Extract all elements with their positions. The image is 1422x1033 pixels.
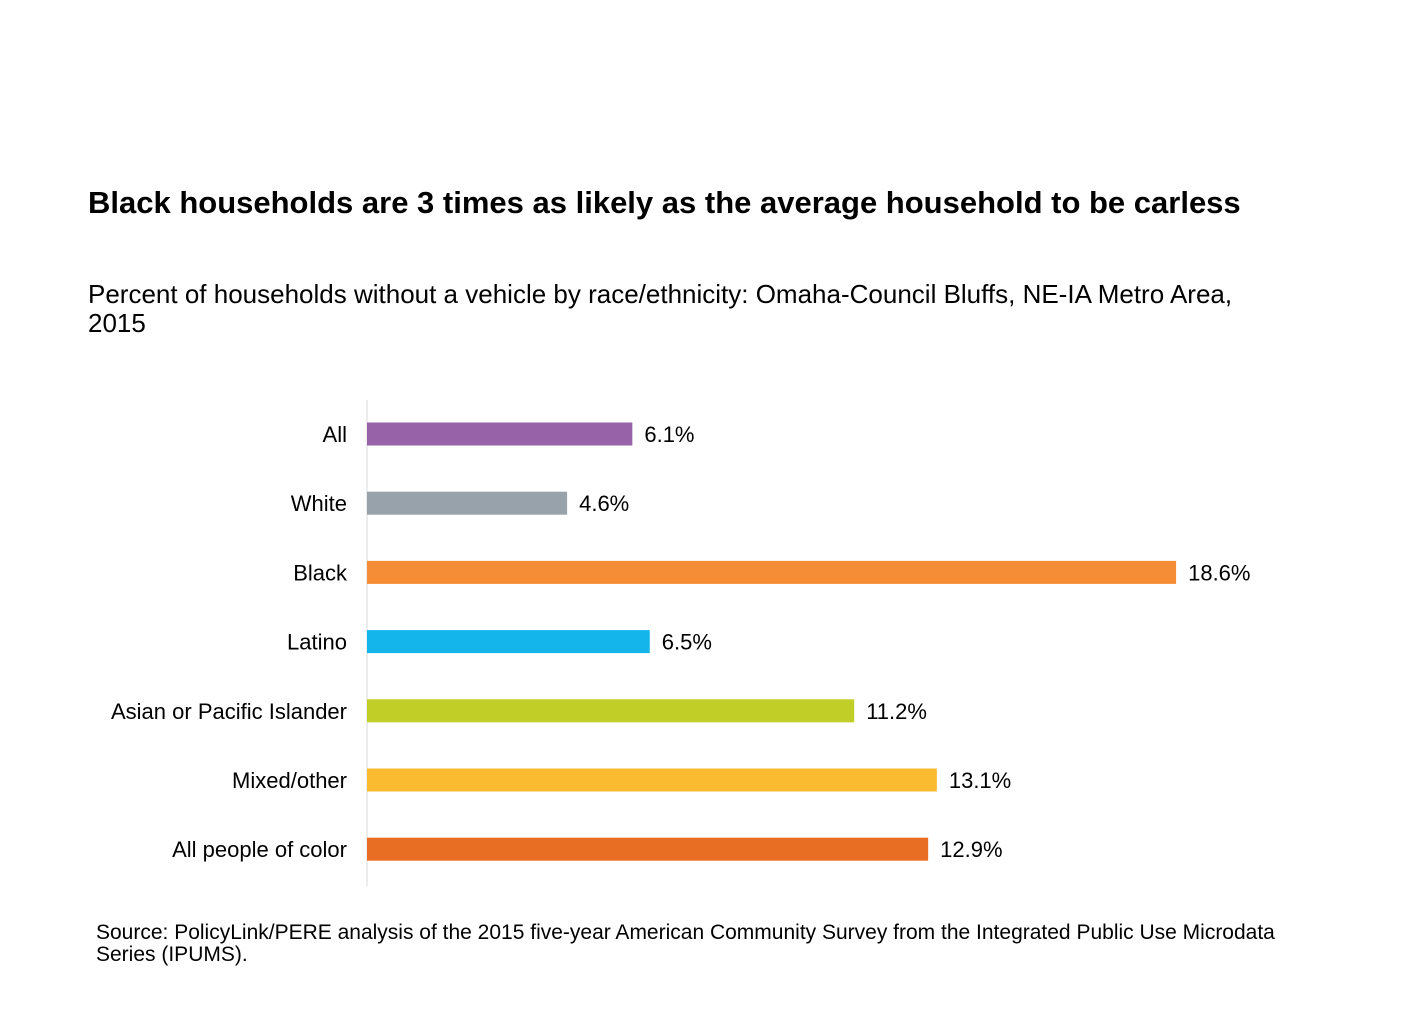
category-label: All [323, 422, 347, 447]
bar [367, 422, 633, 446]
category-label: Black [293, 560, 348, 585]
category-label: Mixed/other [232, 768, 347, 793]
category-label: Asian or Pacific Islander [111, 699, 347, 724]
bar-chart: All 6.1% White 4.6% Black 18.6% Latino 6.5% Asia… [111, 400, 1250, 886]
value-label: 18.6% [1188, 560, 1250, 585]
bar [367, 630, 650, 654]
bar [367, 560, 1177, 584]
value-label: 12.9% [940, 837, 1002, 862]
category-label: Latino [287, 630, 347, 655]
bar [367, 768, 937, 792]
bar [367, 837, 929, 861]
source-note: Source: PolicyLink/PERE analysis of the … [96, 921, 1275, 966]
bar-group: All 6.1% White 4.6% Black 18.6% Latino 6.5% Asia… [111, 422, 1250, 862]
chart-title: Black households are 3 times as likely a… [88, 185, 1241, 220]
value-label: 4.6% [579, 491, 629, 516]
value-label: 6.1% [644, 422, 694, 447]
category-label: White [291, 491, 347, 516]
value-label: 13.1% [949, 768, 1011, 793]
chart-subtitle: Percent of households without a vehicle … [88, 279, 1233, 338]
bar [367, 699, 855, 723]
value-label: 6.5% [662, 630, 712, 655]
category-label: All people of color [172, 837, 347, 862]
bar [367, 491, 568, 515]
value-label: 11.2% [866, 699, 927, 724]
